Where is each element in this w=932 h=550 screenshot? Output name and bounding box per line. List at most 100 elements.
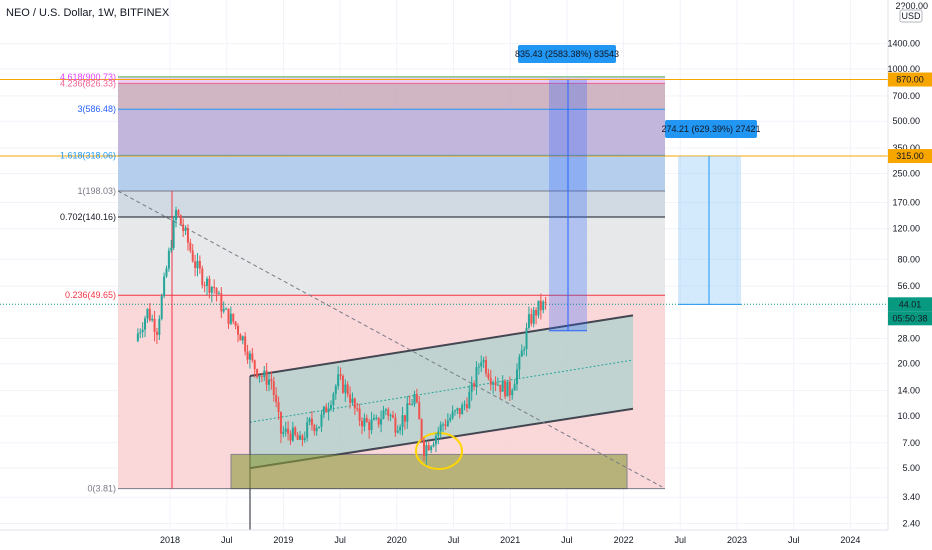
candle-body <box>501 380 504 392</box>
candle-body <box>380 418 383 425</box>
candle-body <box>186 228 189 243</box>
candle-body <box>470 383 473 392</box>
candle-body <box>251 353 254 361</box>
candle-body <box>227 308 230 324</box>
price-tick: 700.00 <box>892 91 920 101</box>
candle-body <box>418 402 421 420</box>
fib-label: 1.618(318.06) <box>60 150 116 160</box>
candle-body <box>206 278 209 286</box>
candle-body <box>477 366 480 368</box>
candle-body <box>177 210 180 216</box>
price-marker-label: 315.00 <box>896 151 924 161</box>
candle-body <box>310 418 313 426</box>
candle-body <box>308 418 311 423</box>
candle-body <box>344 384 347 393</box>
candle-body <box>182 224 185 231</box>
candle-body <box>241 336 244 341</box>
price-tick: 10.00 <box>897 411 920 421</box>
candle-body <box>489 378 492 385</box>
candle-body <box>215 288 218 295</box>
candle-body <box>384 409 387 411</box>
candle-body <box>191 250 194 262</box>
candle-body <box>406 403 409 422</box>
candle-body <box>144 318 147 330</box>
candle-body <box>392 415 395 418</box>
candle-body <box>458 408 461 415</box>
candle-body <box>485 359 488 374</box>
price-tick-top: 2?00.00 <box>895 1 928 11</box>
candle-body <box>463 404 466 406</box>
candle-body <box>222 308 225 312</box>
candle-body <box>301 435 304 440</box>
candle-body <box>313 425 316 432</box>
candle-body <box>451 411 454 418</box>
candle-body <box>151 318 154 321</box>
candle-body <box>167 250 170 269</box>
candle-body <box>341 375 344 393</box>
candle-body <box>148 308 151 321</box>
candle-body <box>260 376 263 378</box>
time-tick: Jul <box>788 535 800 545</box>
price-marker-bg <box>888 72 932 87</box>
candle-body <box>256 369 259 378</box>
fib-label: 0.702(140.16) <box>60 212 116 222</box>
candle-body <box>413 394 416 405</box>
candle-body <box>306 422 309 438</box>
candle-body <box>217 293 220 295</box>
candle-body <box>415 394 418 403</box>
candle-body <box>136 333 139 342</box>
time-tick: Jul <box>221 535 233 545</box>
time-tick: 2023 <box>727 535 747 545</box>
candle-body <box>210 286 213 293</box>
candle-body <box>420 419 423 440</box>
candle-body <box>189 242 192 251</box>
candle-body <box>299 435 302 440</box>
channel-top <box>249 314 634 377</box>
candle-body <box>527 314 530 328</box>
candle-body <box>334 386 337 394</box>
candle-body <box>287 428 290 434</box>
candle-body <box>179 215 182 225</box>
candle-body <box>439 424 442 432</box>
time-tick: 2019 <box>273 535 293 545</box>
candle-body <box>518 356 521 370</box>
price-tick: 20.00 <box>897 359 920 369</box>
candle-body <box>172 220 175 248</box>
price-tick: 120.00 <box>892 224 920 234</box>
candle-body <box>525 327 528 350</box>
price-marker-bg <box>888 297 932 312</box>
candle-body <box>170 247 173 251</box>
candle-body <box>539 300 542 311</box>
candle-body <box>475 367 478 387</box>
candle-body <box>511 390 514 396</box>
candle-body <box>473 383 476 387</box>
support-box <box>230 453 628 490</box>
candle-body <box>363 417 366 427</box>
candle-body <box>325 406 328 413</box>
candle-body <box>446 420 449 427</box>
time-axis-bg <box>0 530 932 550</box>
time-tick: Jul <box>675 535 687 545</box>
time-tick: 2024 <box>840 535 860 545</box>
currency-label: USD <box>901 11 921 21</box>
candle-body <box>332 393 335 406</box>
time-tick: 2022 <box>614 535 634 545</box>
price-marker-label: 870.00 <box>896 75 924 85</box>
candle-body <box>411 404 414 406</box>
candle-body <box>153 318 156 332</box>
candle-body <box>275 394 278 403</box>
candle-body <box>315 428 318 432</box>
candle-body <box>175 210 178 221</box>
price-tick: 80.00 <box>897 254 920 264</box>
candle-body <box>432 444 435 447</box>
candle-body <box>258 376 261 378</box>
candle-body <box>229 313 232 324</box>
channel-mid <box>249 359 634 423</box>
candle-body <box>203 285 206 287</box>
candle-body <box>277 402 280 412</box>
candle-body <box>427 445 430 451</box>
candle-body <box>365 417 368 423</box>
chart-title: NEO / U.S. Dollar, 1W, BITFINEX <box>6 7 170 19</box>
candle-body <box>437 431 440 436</box>
